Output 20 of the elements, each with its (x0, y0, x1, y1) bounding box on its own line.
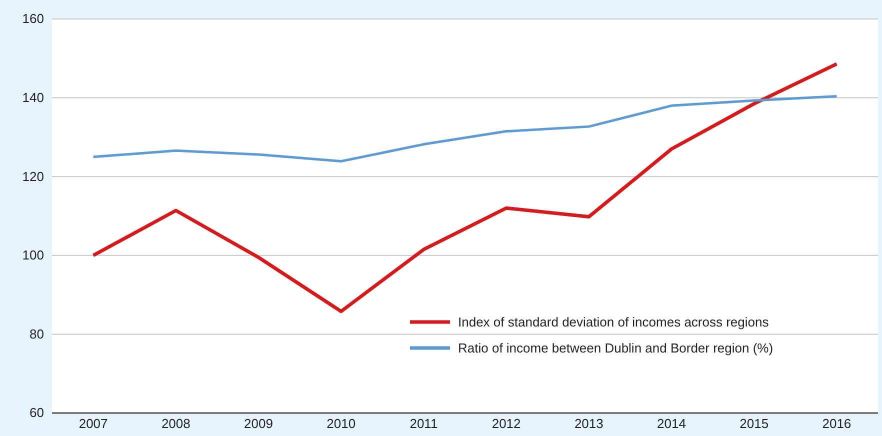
x-tick-label: 2008 (161, 416, 190, 432)
y-tick-label: 80 (30, 326, 44, 342)
x-tick-label: 2014 (657, 416, 686, 432)
x-tick-label: 2013 (574, 416, 604, 432)
x-tick-label: 2015 (740, 416, 769, 432)
x-tick-label: 2010 (326, 416, 356, 432)
y-tick-label: 60 (30, 405, 44, 420)
y-tick-label: 120 (22, 168, 44, 184)
x-tick-label: 2012 (492, 416, 521, 432)
legend-label: Index of standard deviation of incomes across regions (458, 314, 770, 330)
x-tick-label: 2009 (244, 416, 273, 432)
y-tick-label: 160 (22, 11, 44, 26)
x-tick-label: 2011 (410, 416, 438, 432)
x-tick-label: 2007 (78, 416, 108, 432)
x-tick-label: 2016 (822, 416, 852, 432)
y-tick-label: 140 (22, 90, 44, 105)
line-series (92, 62, 838, 314)
line-series (92, 94, 838, 162)
legend-label: Ratio of income between Dublin and Border region (%) (458, 340, 774, 356)
y-tick-label: 100 (22, 248, 44, 263)
